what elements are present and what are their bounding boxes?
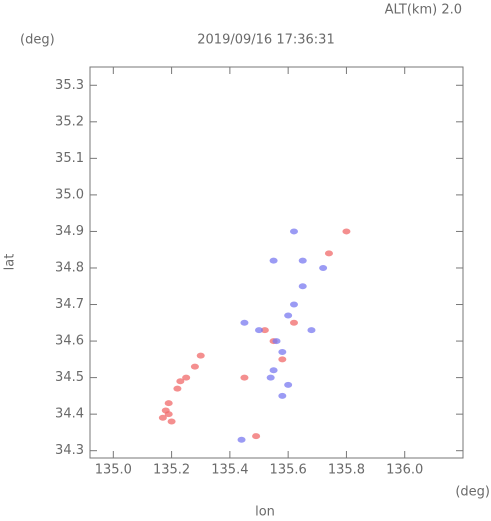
altitude-label: ALT(km) 2.0	[385, 3, 462, 18]
x-unit: (deg)	[455, 485, 490, 500]
echo-point	[278, 349, 287, 356]
x-tick-label: 135.4	[211, 463, 248, 478]
echo-point	[289, 228, 298, 235]
echo-point	[298, 283, 307, 290]
echo-point	[260, 327, 269, 334]
echo-point	[266, 374, 275, 381]
echo-point	[255, 327, 264, 334]
y-tick-label: 35.3	[55, 78, 84, 93]
x-tick-label: 135.0	[95, 463, 132, 478]
x-tick-label: 135.6	[270, 463, 307, 478]
y-tick-label: 35.0	[55, 187, 84, 202]
echo-point	[289, 301, 298, 308]
y-tick-label: 35.2	[55, 114, 84, 129]
echo-point	[252, 433, 261, 440]
plot-frame	[89, 66, 464, 459]
echo-point	[173, 385, 182, 392]
echo-point	[164, 411, 173, 418]
echo-point	[284, 381, 293, 388]
y-tick-label: 34.8	[55, 260, 84, 275]
chart-title: 2019/09/16 17:36:31	[197, 33, 334, 48]
echo-point	[269, 257, 278, 264]
echo-point	[278, 392, 287, 399]
echo-point	[269, 367, 278, 374]
x-tick-label: 135.8	[328, 463, 365, 478]
y-tick-label: 34.7	[55, 297, 84, 312]
y-tick-label: 34.5	[55, 370, 84, 385]
echo-point	[240, 374, 249, 381]
echo-point	[167, 418, 176, 425]
x-tick-label: 135.2	[153, 463, 190, 478]
y-unit: (deg)	[20, 33, 55, 48]
echo-point	[190, 363, 199, 370]
y-tick-label: 35.1	[55, 151, 84, 166]
echo-point	[272, 338, 281, 345]
echo-point	[319, 264, 328, 271]
y-tick-label: 34.6	[55, 334, 84, 349]
echo-point	[342, 228, 351, 235]
echo-point	[237, 436, 246, 443]
echo-point	[324, 250, 333, 257]
x-tick-label: 136.0	[386, 463, 423, 478]
y-tick-label: 34.4	[55, 407, 84, 422]
echo-point	[196, 352, 205, 359]
echo-point	[284, 312, 293, 319]
echo-point	[164, 400, 173, 407]
echo-point	[298, 257, 307, 264]
echo-point	[176, 378, 185, 385]
echo-point	[158, 414, 167, 421]
y-axis-label: lat	[3, 254, 18, 271]
y-tick-label: 34.9	[55, 224, 84, 239]
echo-point	[182, 374, 191, 381]
y-tick-label: 34.3	[55, 443, 84, 458]
echo-point	[307, 327, 316, 334]
x-axis-label: lon	[255, 505, 275, 520]
echo-point	[278, 356, 287, 363]
echo-point	[289, 319, 298, 326]
echo-point	[240, 319, 249, 326]
